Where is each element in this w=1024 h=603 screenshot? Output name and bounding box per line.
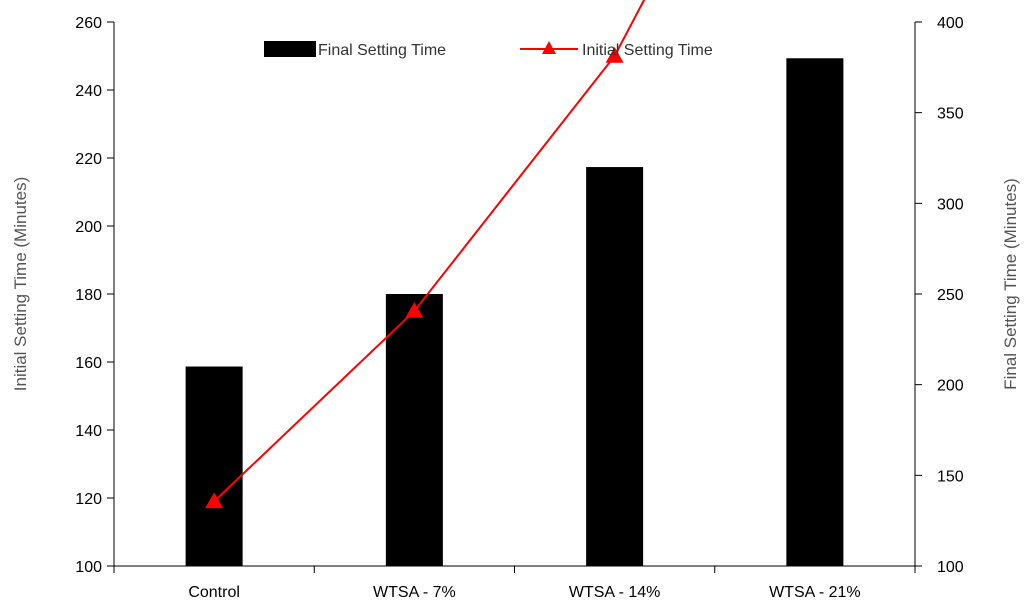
y-right-tick-label: 350 xyxy=(937,106,964,123)
y-left-tick-label: 180 xyxy=(75,287,102,304)
bar xyxy=(385,294,443,566)
legend-label-final-setting-time: Final Setting Time xyxy=(318,42,446,59)
line-marker xyxy=(205,492,224,509)
y-left-tick-label: 260 xyxy=(75,15,102,32)
legend-marker-initial-setting-time xyxy=(542,41,556,54)
y-left-tick-label: 120 xyxy=(75,491,102,508)
line-initial-setting-time xyxy=(213,0,646,503)
bar xyxy=(786,58,844,567)
legend-label-initial-setting-time: Initial Setting Time xyxy=(582,42,713,59)
y-right-tick-label: 100 xyxy=(937,559,964,576)
y-left-tick-label: 160 xyxy=(75,355,102,372)
y-left-tick-label: 200 xyxy=(75,219,102,236)
bar xyxy=(586,167,644,567)
x-tick-label: WTSA - 7% xyxy=(373,584,456,601)
y-axis-right-title: Final Setting Time (Minutes) xyxy=(1001,178,1020,390)
y-right-tick-label: 250 xyxy=(937,287,964,304)
y-right-tick-label: 200 xyxy=(937,378,964,395)
ticks-group: 100 120 140 160 180 200 220 240 260 100 150 200 250 3… xyxy=(75,15,964,601)
y-right-tick-label: 150 xyxy=(937,468,964,485)
x-tick-label: Control xyxy=(188,584,240,601)
y-left-tick-label: 240 xyxy=(75,83,102,100)
x-tick-label: WTSA - 21% xyxy=(769,584,861,601)
line-marker xyxy=(405,302,424,318)
legend: Final Setting Time Initial Setting Time xyxy=(264,41,713,59)
y-left-tick-label: 140 xyxy=(75,423,102,440)
y-right-tick-label: 400 xyxy=(937,15,964,32)
line-series-group xyxy=(205,0,646,509)
line-marker xyxy=(605,47,624,63)
bar xyxy=(185,366,243,566)
y-axis-left-title: Initial Setting Time (Minutes) xyxy=(11,177,30,391)
y-right-tick-label: 300 xyxy=(937,196,964,213)
bars-group xyxy=(185,58,844,567)
legend-swatch-final-setting-time xyxy=(264,41,316,57)
y-left-tick-label: 220 xyxy=(75,151,102,168)
x-tick-label: WTSA - 14% xyxy=(569,584,661,601)
y-left-tick-label: 100 xyxy=(75,559,102,576)
